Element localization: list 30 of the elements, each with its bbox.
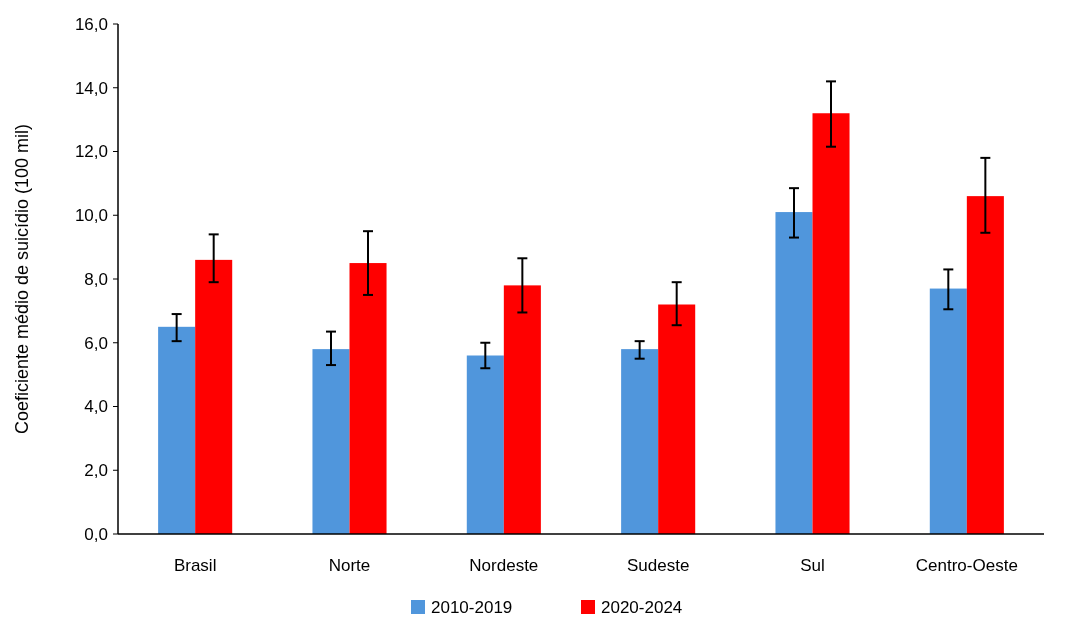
y-tick-label: 12,0 [74, 142, 108, 162]
bar [195, 259, 233, 534]
x-tick-label: Centro-Oeste [915, 556, 1018, 575]
y-tick-label: 4,0 [84, 397, 108, 417]
x-tick-label: Brasil [173, 556, 217, 575]
y-tick-label: 10,0 [74, 206, 108, 226]
y-tick-label: 0,0 [84, 524, 108, 544]
y-tick-label: 6,0 [84, 333, 108, 353]
x-tick-label: Nordeste [469, 556, 539, 575]
legend-label: 2010-2019 [431, 597, 513, 617]
bar [312, 349, 350, 534]
bar [466, 355, 504, 534]
x-tick-label: Norte [328, 556, 371, 575]
x-tick-label: Sudeste [626, 556, 690, 575]
bar [658, 304, 696, 534]
bar [503, 285, 541, 534]
bar [812, 113, 850, 534]
bar [158, 326, 196, 534]
bar [929, 288, 967, 534]
x-tick-label: Sul [800, 556, 825, 575]
y-tick-label: 8,0 [84, 269, 108, 289]
y-tick-label: 16,0 [74, 14, 108, 34]
bar [775, 212, 813, 534]
bar [621, 349, 659, 534]
bar [966, 196, 1004, 534]
legend-label: 2020-2024 [601, 597, 683, 617]
bar [349, 263, 387, 534]
y-tick-label: 14,0 [74, 78, 108, 98]
y-axis-title: Coeficiente médio de suicídio (100 mil) [12, 123, 32, 435]
y-tick-label: 2,0 [84, 461, 108, 481]
